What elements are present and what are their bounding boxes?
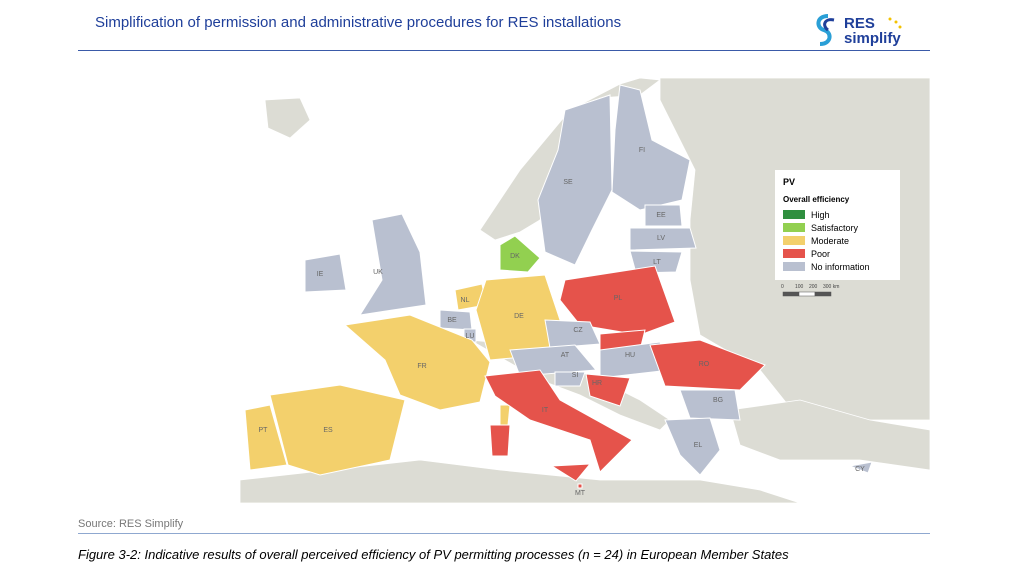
logo: RES simplify (816, 14, 902, 47)
logo-text: RES (844, 15, 875, 32)
country (509, 344, 598, 377)
country (499, 235, 541, 273)
country (244, 404, 288, 471)
country-label: SE (563, 179, 573, 186)
legend-label: High (811, 210, 830, 220)
country-label: PT (259, 427, 269, 434)
country (358, 213, 427, 316)
country-label: DE (514, 313, 524, 320)
country (611, 84, 691, 211)
header-rule (78, 50, 930, 51)
legend-swatch (783, 223, 805, 232)
country-label: FR (417, 363, 426, 370)
country (679, 389, 741, 421)
legend-swatch (783, 262, 805, 271)
logo-mark (816, 14, 832, 46)
country (577, 483, 583, 489)
country-label: RO (699, 361, 710, 368)
country-label: BG (713, 397, 723, 404)
country-label: IE (317, 271, 324, 278)
country-label: CZ (573, 327, 583, 334)
caption: Figure 3-2: Indicative results of overal… (78, 548, 938, 562)
legend-label: Satisfactory (811, 223, 859, 233)
caption-label: Figure 3-2 (78, 547, 138, 562)
legend-label: Poor (811, 249, 830, 259)
scale-bar (814, 291, 832, 297)
country-label: EL (694, 442, 703, 449)
country-label: EE (656, 212, 666, 219)
country-label: UK (373, 269, 383, 276)
country (644, 204, 683, 227)
country-label: SI (572, 372, 579, 379)
country-label: ES (323, 427, 333, 434)
source: Source: RES Simplify (78, 518, 184, 530)
scale-label: 300 km (823, 284, 839, 290)
legend: PV Overall efficiency High Satisfactory Mo… (775, 170, 900, 297)
country (554, 371, 586, 387)
country (304, 253, 347, 293)
scale-label: 100 (795, 284, 804, 290)
countries (244, 84, 873, 489)
country (664, 417, 721, 476)
country (585, 373, 631, 407)
footer-rule (78, 533, 930, 534)
scale-bar (782, 291, 800, 297)
country-label: DK (510, 253, 520, 260)
country-label: HR (592, 380, 602, 387)
country (848, 461, 873, 474)
country-label: IT (542, 407, 549, 414)
country-label: LT (653, 259, 661, 266)
country (484, 369, 633, 473)
legend-subtitle: Overall efficiency (783, 195, 850, 204)
legend-swatch (783, 236, 805, 245)
legend-swatch (783, 249, 805, 258)
country (629, 227, 697, 251)
country (499, 404, 511, 426)
scale-label: 200 (809, 284, 818, 290)
legend-swatch (783, 210, 805, 219)
country-label: LU (466, 333, 475, 340)
caption-text: : Indicative results of overall perceive… (137, 547, 789, 562)
country (489, 424, 511, 457)
country (269, 384, 406, 476)
country-label: AT (561, 352, 570, 359)
legend-title: PV (783, 177, 795, 187)
country (537, 94, 613, 266)
country (343, 314, 491, 411)
country-label: MT (575, 490, 586, 497)
legend-label: No information (811, 262, 870, 272)
country (550, 463, 592, 482)
country-label: CY (855, 466, 865, 473)
legend-label: Moderate (811, 236, 849, 246)
scale-label: 0 (781, 284, 784, 290)
header-title: Simplification of permission and adminis… (95, 14, 622, 31)
country-label: PL (614, 295, 623, 302)
country-label: FI (639, 147, 645, 154)
logo-text: simplify (844, 30, 901, 47)
logo-mark (823, 18, 835, 32)
country-label: BE (447, 317, 457, 324)
country-label: LV (657, 235, 665, 242)
scale-bar (798, 291, 816, 297)
country-label: NL (461, 297, 470, 304)
country-label: HU (625, 352, 635, 359)
country (649, 339, 766, 391)
